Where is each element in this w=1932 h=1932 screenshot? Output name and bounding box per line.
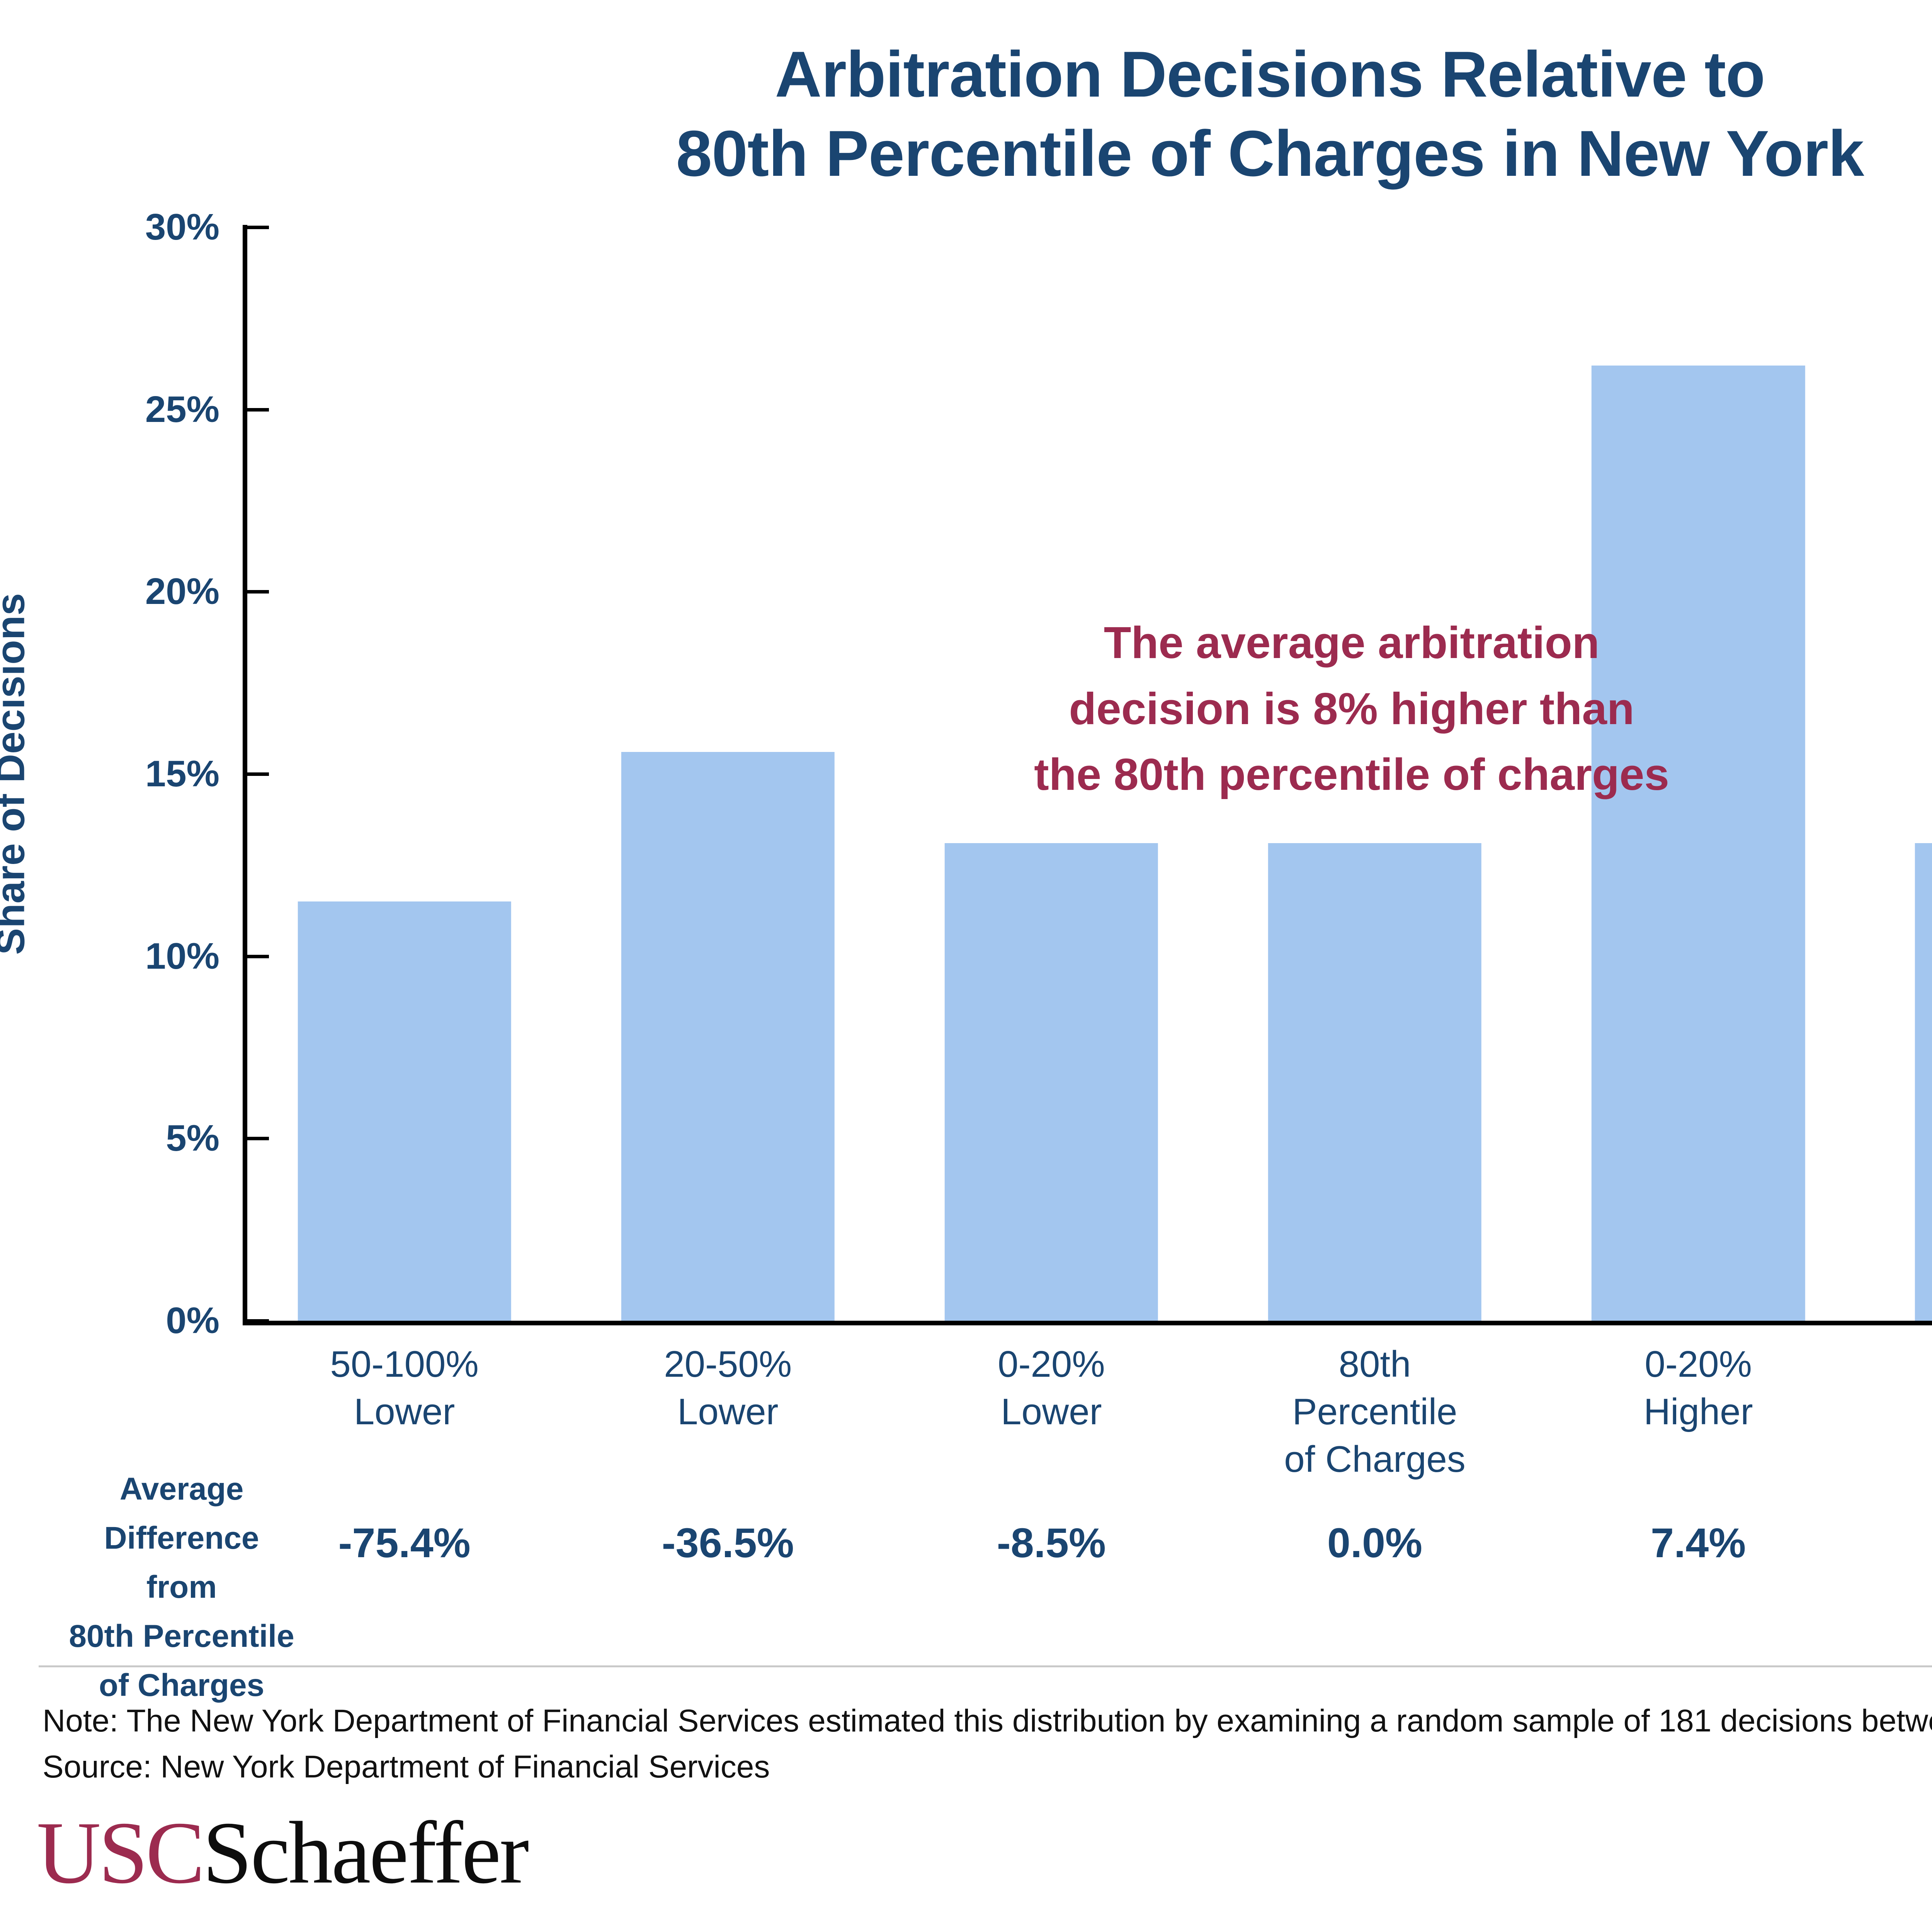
y-tick-30 — [247, 226, 269, 229]
footer-notes: Note: The New York Department of Financi… — [43, 1698, 1932, 1790]
bar[interactable] — [944, 843, 1158, 1321]
schaeffer-logo-word: Schaeffer — [202, 1803, 529, 1902]
footer-divider — [39, 1665, 1932, 1667]
y-tick-10 — [247, 954, 269, 958]
diff-label-line-2: Difference from — [104, 1520, 259, 1605]
bar-series — [243, 227, 1932, 1321]
y-tick-25 — [247, 408, 269, 412]
diff-row-label: Average Difference from 80th Percentile … — [66, 1464, 298, 1710]
diff-value: -75.4% — [338, 1519, 471, 1566]
bar[interactable] — [1591, 366, 1805, 1321]
chart-annotation: The average arbitration decision is 8% h… — [954, 610, 1750, 808]
x-axis-label-line: 80th — [1338, 1344, 1411, 1385]
bar-cell — [1860, 227, 1932, 1321]
annotation-line-2: decision is 8% higher than — [1069, 683, 1634, 734]
annotation-line-1: The average arbitration — [1104, 617, 1600, 668]
diff-label-line-3: 80th Percentile — [69, 1619, 294, 1654]
x-axis-label-line: 20-50% — [664, 1344, 792, 1385]
note-text: Note: The New York Department of Financi… — [43, 1703, 1932, 1738]
y-axis-title: Share of Decisions — [0, 593, 33, 955]
title-line-2: 80th Percentile of Charges in New York — [676, 117, 1864, 190]
x-axis-label: 20-50%Higher — [1860, 1341, 1932, 1436]
bar-chart: Share of Decisions 30% 25% 20% 15% 10% 5% 0% T… — [0, 206, 1932, 1341]
bar-cell — [1537, 227, 1860, 1321]
x-axis-category-labels: 50-100% Lower 20-50% Lower 0-20% Lower 80th Per… — [243, 1341, 1932, 1488]
x-axis-line — [243, 1321, 1932, 1325]
x-axis-label-line: 0-20% — [998, 1344, 1105, 1385]
x-axis-label: 20-50% Lower — [566, 1341, 889, 1436]
y-tick-15 — [247, 772, 269, 776]
y-axis-label-30: 30% — [145, 206, 219, 248]
usc-schaeffer-logo: USCSchaeffer — [37, 1808, 529, 1897]
source-text: Source: New York Department of Financial… — [43, 1749, 770, 1784]
bar[interactable] — [298, 901, 511, 1321]
y-axis-label-10: 10% — [145, 935, 219, 977]
bar-cell — [889, 227, 1213, 1321]
x-axis-label-line: Percentile — [1292, 1391, 1458, 1432]
x-axis-label-line: Higher — [1643, 1391, 1753, 1432]
x-axis-label-line: Lower — [1001, 1391, 1102, 1432]
diff-label-line-1: Average — [119, 1471, 244, 1507]
x-axis-label-line: 0-20% — [1645, 1344, 1752, 1385]
diff-value: 7.4% — [1651, 1519, 1746, 1566]
x-axis-label: 0-20% Lower — [889, 1341, 1213, 1436]
x-axis-label-line: 20-50% — [1860, 1341, 1932, 1388]
bar-cell — [566, 227, 889, 1321]
diff-value: -36.5% — [662, 1519, 794, 1566]
title-line-1: Arbitration Decisions Relative to — [775, 38, 1765, 111]
diff-value: 30.4% — [1860, 1519, 1932, 1567]
y-tick-0 — [247, 1319, 269, 1323]
diff-row-values: -75.4%-36.5%-8.5%0.0%7.4%30.4%235.9% — [243, 1519, 1932, 1588]
y-axis-label-0: 0% — [166, 1300, 219, 1341]
x-axis-label: 80th Percentile of Charges — [1213, 1341, 1536, 1483]
bar[interactable] — [1915, 843, 1932, 1321]
x-axis-label-line: Higher — [1860, 1388, 1932, 1436]
x-axis-label-line: Lower — [354, 1391, 455, 1432]
bar[interactable] — [1268, 843, 1482, 1321]
x-axis-label: 50-100% Lower — [243, 1341, 566, 1436]
usc-logo-mark: USC — [37, 1803, 205, 1902]
y-axis-label-5: 5% — [166, 1117, 219, 1159]
diff-value: -8.5% — [997, 1519, 1106, 1566]
bar[interactable] — [621, 752, 835, 1321]
y-tick-5 — [247, 1137, 269, 1141]
y-axis-line — [243, 225, 247, 1324]
diff-label-line-4: of Charges — [99, 1668, 265, 1703]
page-title: Arbitration Decisions Relative to 80th P… — [0, 35, 1932, 193]
bar-cell — [1213, 227, 1536, 1321]
annotation-line-3: the 80th percentile of charges — [1034, 749, 1669, 800]
bar-cell — [243, 227, 566, 1321]
x-axis-label: 0-20% Higher — [1537, 1341, 1860, 1436]
y-tick-20 — [247, 590, 269, 594]
y-axis-tick-labels: 30% 25% 20% 15% 10% 5% 0% — [92, 206, 219, 1341]
x-axis-label-line: 50-100% — [330, 1344, 479, 1385]
y-axis-label-15: 15% — [145, 753, 219, 794]
y-axis-label-20: 20% — [145, 571, 219, 612]
y-axis-label-25: 25% — [145, 388, 219, 430]
diff-value: 0.0% — [1327, 1519, 1423, 1566]
x-axis-label-line: of Charges — [1284, 1438, 1466, 1480]
x-axis-label-line: Lower — [677, 1391, 779, 1432]
